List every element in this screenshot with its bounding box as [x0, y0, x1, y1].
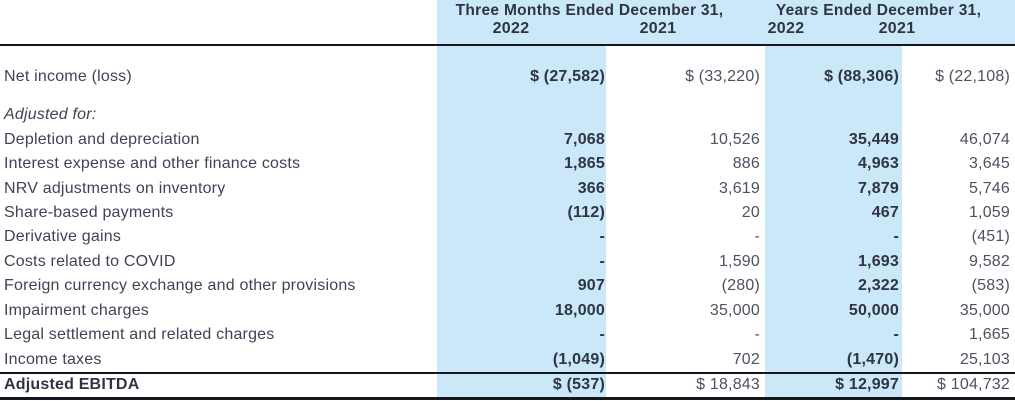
table-row-nrv-adjustments: NRV adjustments on inventory 366 3,619 7… — [0, 176, 1015, 200]
row-label: Impairment charges — [4, 301, 149, 319]
ebitda-top-rule — [0, 372, 1015, 374]
cell-three-months-2022: 18,000 — [554, 301, 605, 319]
cell-three-months-2021: (280) — [721, 277, 760, 295]
cell-three-months-2022: - — [599, 228, 605, 246]
cell-three-months-2021: 35,000 — [709, 301, 760, 319]
period-header-three-months: Three Months Ended December 31, — [455, 2, 724, 19]
bottom-rule — [0, 397, 1015, 400]
cell-three-months-2021 — [606, 103, 765, 127]
cell-years-2022: 35,449 — [848, 130, 899, 148]
row-label: Interest expense and other finance costs — [4, 155, 301, 173]
row-label: Adjusted EBITDA — [4, 376, 140, 393]
cell-three-months-2021: 702 — [732, 350, 760, 368]
table-row-derivative-gains: Derivative gains - - - (451) — [0, 225, 1015, 249]
cell-three-months-2022: $ (27,582) — [530, 68, 605, 85]
cell-years-2022: 7,879 — [857, 179, 899, 197]
cell-three-months-2022: 907 — [577, 277, 605, 295]
cell-years-2021: 3,645 — [968, 155, 1010, 173]
cell-years-2021: 1,059 — [968, 203, 1010, 221]
table-row-interest-expense: Interest expense and other finance costs… — [0, 152, 1015, 176]
cell-three-months-2021: 1,590 — [718, 252, 760, 270]
cell-three-months-2022: - — [599, 326, 605, 344]
cell-years-2022: 50,000 — [848, 301, 899, 319]
row-label: Foreign currency exchange and other prov… — [4, 277, 356, 295]
cell-years-2022: 1,693 — [857, 252, 899, 270]
cell-years-2021: 9,582 — [968, 252, 1010, 270]
cell-years-2021: $ 104,732 — [937, 376, 1010, 393]
row-label: Derivative gains — [4, 228, 122, 246]
period-headers: Three Months Ended December 31, Years En… — [437, 2, 1015, 20]
row-label: Adjusted for: — [4, 106, 97, 124]
cell-three-months-2021: 886 — [732, 155, 760, 173]
cell-years-2022: - — [893, 326, 899, 344]
cell-years-2022: (1,470) — [846, 350, 899, 368]
cell-years-2021 — [902, 103, 1015, 127]
cell-three-months-2021: 3,619 — [718, 179, 760, 197]
cell-three-months-2022: - — [599, 252, 605, 270]
year-header-three-months-2022: 2022 — [492, 20, 530, 37]
column-highlight-years-2022 — [765, 44, 902, 397]
cell-years-2021: 46,074 — [959, 130, 1010, 148]
cell-years-2022: 467 — [871, 203, 899, 221]
cell-three-months-2021: $ 18,843 — [696, 376, 760, 393]
cell-three-months-2022 — [437, 103, 606, 127]
cell-years-2021: $ (22,108) — [935, 68, 1010, 85]
table-row-net-income: Net income (loss) $ (27,582) $ (33,220) … — [0, 46, 1015, 103]
header-rule — [0, 44, 1015, 46]
cell-three-months-2021: 10,526 — [709, 130, 760, 148]
cell-years-2022: 4,963 — [857, 155, 899, 173]
header-highlight-band — [437, 0, 1015, 44]
cell-three-months-2021: - — [754, 326, 760, 344]
year-header-three-months-2021: 2021 — [639, 20, 677, 37]
table-row-foreign-currency: Foreign currency exchange and other prov… — [0, 274, 1015, 298]
row-label: Depletion and depreciation — [4, 130, 200, 148]
cell-years-2021: 5,746 — [968, 179, 1010, 197]
row-label: Net income (loss) — [4, 68, 132, 85]
cell-three-months-2021: - — [754, 228, 760, 246]
cell-years-2022: $ 12,997 — [835, 376, 899, 393]
cell-three-months-2021: $ (33,220) — [685, 68, 760, 85]
table-row-share-based-payments: Share-based payments (112) 20 467 1,059 — [0, 201, 1015, 225]
table-row-adjusted-for: Adjusted for: — [0, 103, 1015, 127]
cell-years-2022 — [765, 103, 902, 127]
cell-years-2021: (583) — [971, 277, 1010, 295]
year-header-years-2021: 2021 — [878, 20, 916, 37]
period-header-years: Years Ended December 31, — [775, 2, 982, 19]
cell-three-months-2022: 1,865 — [563, 155, 605, 173]
table-row-income-taxes: Income taxes (1,049) 702 (1,470) 25,103 — [0, 347, 1015, 371]
cell-three-months-2022: $ (537) — [552, 376, 605, 393]
cell-three-months-2022: 366 — [577, 179, 605, 197]
year-headers: 2022 2021 2022 2021 — [0, 20, 1015, 42]
cell-years-2022: 2,322 — [857, 277, 899, 295]
cell-years-2021: 35,000 — [959, 301, 1010, 319]
table-row-adjusted-ebitda: Adjusted EBITDA $ (537) $ 18,843 $ 12,99… — [0, 374, 1015, 396]
row-label: Costs related to COVID — [4, 252, 176, 270]
year-header-years-2022: 2022 — [767, 20, 805, 37]
cell-years-2022: $ (88,306) — [824, 68, 899, 85]
table-row-depletion-depreciation: Depletion and depreciation 7,068 10,526 … — [0, 127, 1015, 151]
cell-years-2021: 1,665 — [968, 326, 1010, 344]
cell-three-months-2022: (112) — [567, 203, 605, 221]
cell-years-2021: (451) — [971, 228, 1010, 246]
table-row-covid-costs: Costs related to COVID - 1,590 1,693 9,5… — [0, 250, 1015, 274]
row-label: Income taxes — [4, 350, 102, 368]
table-row-legal-settlement: Legal settlement and related charges - -… — [0, 323, 1015, 347]
row-label: NRV adjustments on inventory — [4, 179, 226, 197]
column-highlight-three-months-2022 — [437, 44, 606, 397]
row-label: Legal settlement and related charges — [4, 326, 275, 344]
row-label: Share-based payments — [4, 203, 174, 221]
cell-three-months-2022: (1,049) — [552, 350, 605, 368]
cell-three-months-2021: 20 — [741, 203, 760, 221]
cell-three-months-2022: 7,068 — [563, 130, 605, 148]
table-body: Net income (loss) $ (27,582) $ (33,220) … — [0, 46, 1015, 372]
cell-years-2022: - — [893, 228, 899, 246]
table-row-impairment-charges: Impairment charges 18,000 35,000 50,000 … — [0, 299, 1015, 323]
cell-years-2021: 25,103 — [959, 350, 1010, 368]
